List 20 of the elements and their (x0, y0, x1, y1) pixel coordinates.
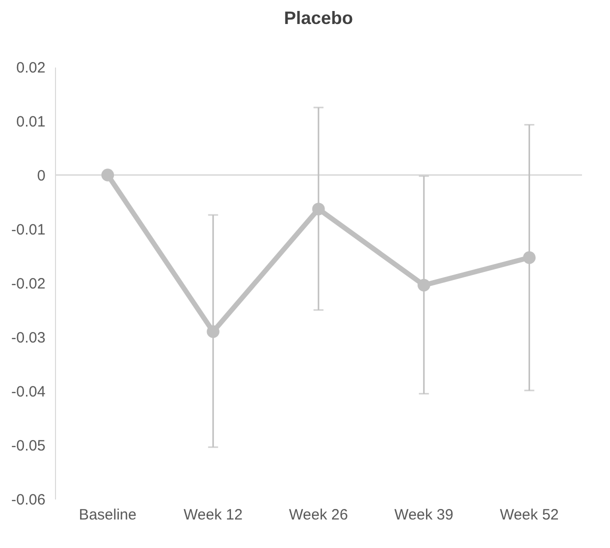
y-tick-label: -0.06 (11, 492, 46, 508)
point (312, 202, 325, 216)
x-tick-label: Week 26 (289, 506, 348, 524)
point (206, 325, 220, 338)
point (418, 278, 430, 292)
x-tick-label: Baseline (78, 506, 136, 524)
y-tick-label: -0.01 (11, 222, 46, 238)
x-tick-label: Week 52 (500, 506, 559, 524)
y-tick-label: -0.05 (11, 438, 46, 454)
point (101, 168, 114, 182)
y-tick-label: -0.02 (11, 276, 46, 292)
x-tick-label: Week 12 (184, 506, 243, 524)
y-tick-label: -0.03 (11, 330, 46, 346)
y-tick-label: 0.02 (16, 60, 46, 76)
x-tick-label: Week 39 (394, 506, 454, 524)
y-tick-label: 0 (37, 168, 46, 184)
chart-title: Placebo (284, 8, 354, 28)
point (522, 251, 536, 264)
y-tick-label: 0.01 (16, 114, 46, 130)
y-tick-label: -0.04 (11, 384, 46, 400)
